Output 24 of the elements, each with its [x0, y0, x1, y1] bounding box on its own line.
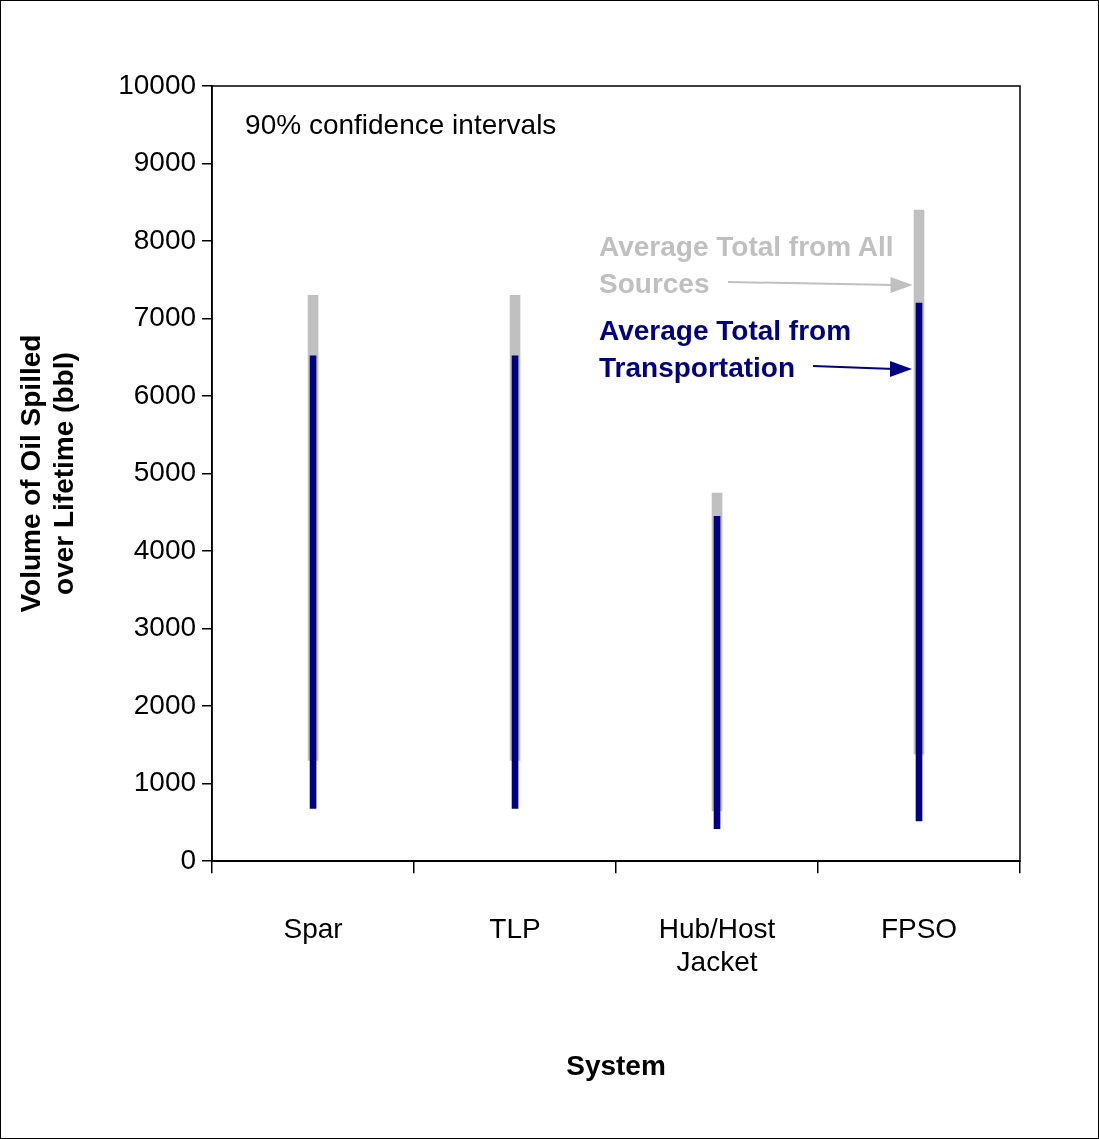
x-tick-label: TLP — [489, 912, 541, 944]
series-label: Average Total from All Sources — [599, 230, 894, 299]
y-tick-label: 10000 — [118, 68, 197, 100]
y-tick-label: 9000 — [133, 146, 197, 178]
y-tick-label: 1000 — [133, 766, 197, 798]
text: Average Total from Transportation — [599, 314, 852, 383]
y-axis-title: Volume of Oil Spilled over Lifetime (bbl) — [14, 334, 80, 613]
annotation: 90% confidence intervals — [245, 108, 557, 140]
x-tick-label: Hub/Host Jacket — [658, 912, 776, 978]
y-tick-label: 5000 — [133, 456, 197, 488]
y-tick-label: 6000 — [133, 378, 197, 410]
bar — [511, 355, 519, 809]
y-tick-label: 0 — [180, 843, 197, 875]
y-tick-label: 7000 — [133, 301, 197, 333]
x-tick-label: FPSO — [880, 912, 958, 944]
bar — [713, 515, 721, 829]
y-tick-label: 3000 — [133, 611, 197, 643]
x-tick-label: Spar — [283, 912, 343, 944]
bar — [915, 302, 923, 822]
x-axis-title: System — [566, 1049, 666, 1081]
y-tick-label: 8000 — [133, 223, 197, 255]
y-tick-label: 2000 — [133, 688, 197, 720]
bar — [309, 355, 317, 809]
y-tick-label: 4000 — [133, 533, 197, 565]
